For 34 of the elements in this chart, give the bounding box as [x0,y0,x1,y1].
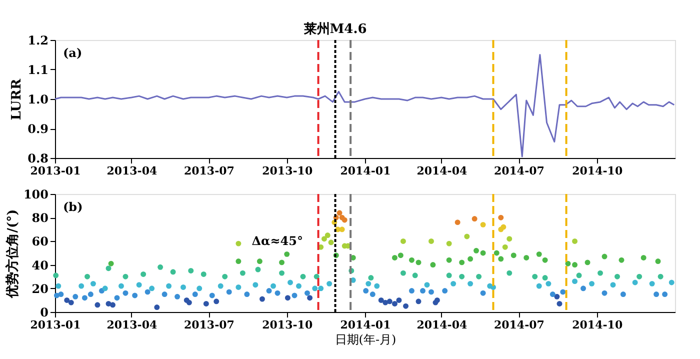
x-tick-label: 2013-04 [106,164,158,178]
x-tick-label: 2014-04 [416,164,468,178]
x-tick-label: 2014-04 [416,318,468,332]
x-tick-label: 2013-07 [184,318,234,332]
y-tick-label: 1.0 [28,92,48,106]
y-tick-label: 40 [32,258,48,272]
x-axis-title: 日期(年-月) [334,332,396,346]
y-axis-title: LURR [10,78,25,120]
y-tick-label: 0.8 [28,152,48,166]
y-tick-label: 80 [32,211,48,226]
ref-line-label: 莱州M4.6 [302,22,367,37]
x-tick-label: 2013-01 [30,164,81,178]
y-tick-label: 0 [40,306,48,320]
y-tick-label: 1.1 [28,63,48,77]
annotation: (b) [63,200,83,214]
y-axis-title: 优势方位角/(°) [4,209,20,299]
y-tick-label: 20 [32,282,48,296]
x-tick-label: 2014-10 [572,318,623,332]
x-tick-label: 2014-10 [572,164,623,178]
x-tick-label: 2013-04 [106,318,158,332]
x-tick-label: 2013-10 [262,164,313,178]
annotation: Δα≈45° [252,234,303,248]
x-tick-label: 2014-07 [494,318,544,332]
x-tick-label: 2013-10 [262,318,313,332]
annotation: (a) [63,46,82,60]
y-tick-label: 0.9 [28,122,48,136]
x-tick-label: 2013-01 [30,318,81,332]
y-tick-label: 1.2 [28,34,48,48]
x-tick-label: 2014-01 [340,318,391,332]
y-tick-label: 60 [32,234,48,249]
y-tick-label: 100 [23,188,48,202]
x-tick-label: 2014-07 [494,164,544,178]
x-tick-label: 2013-07 [184,164,234,178]
x-tick-label: 2014-01 [340,164,391,178]
